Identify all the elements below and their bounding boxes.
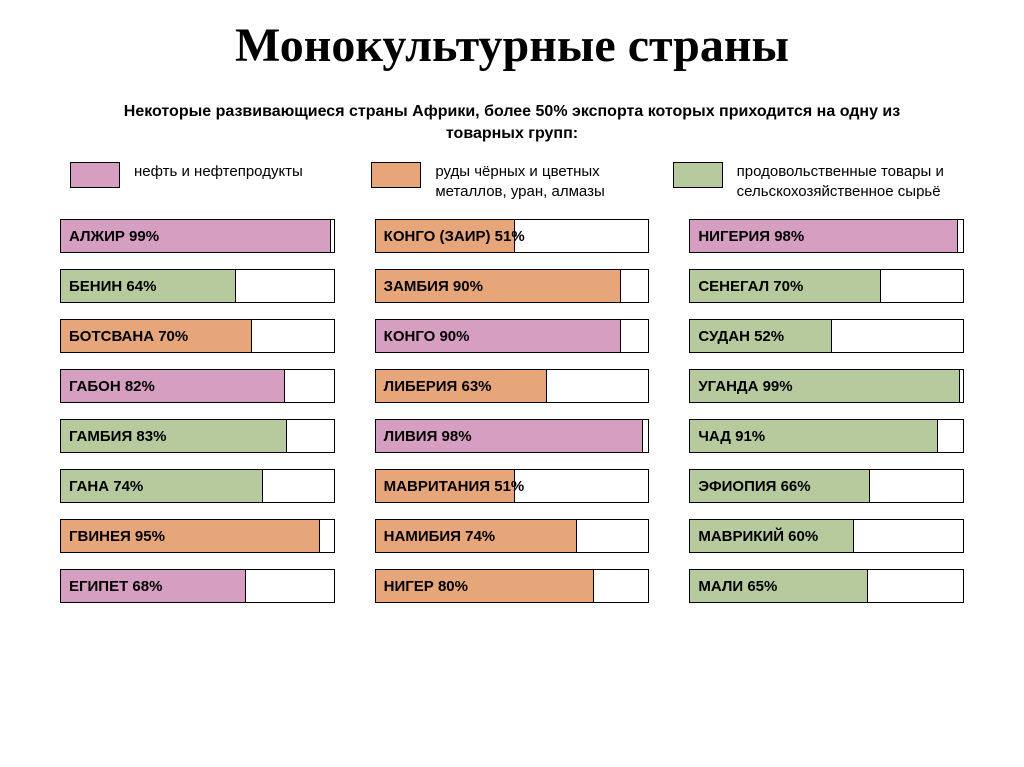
legend-item-metal: руды чёрных и цветных металлов, уран, ал… <box>371 162 652 201</box>
bar: ЛИВИЯ 98% <box>375 419 650 453</box>
legend-label-oil: нефть и нефтепродукты <box>134 162 303 182</box>
page: Монокультурные страны Некоторые развиваю… <box>0 0 1024 767</box>
column-2: НИГЕРИЯ 98% СЕНЕГАЛ 70% СУДАН 52% УГАНДА 99… <box>689 219 964 603</box>
bar-label: ЕГИПЕТ 68% <box>69 570 162 602</box>
bar: ГАНА 74% <box>60 469 335 503</box>
bar-label: КОНГО 90% <box>384 320 470 352</box>
bar: МАЛИ 65% <box>689 569 964 603</box>
bar-label: НИГЕР 80% <box>384 570 468 602</box>
bar-label: ГАНА 74% <box>69 470 143 502</box>
bar: ЧАД 91% <box>689 419 964 453</box>
column-0: АЛЖИР 99% БЕНИН 64% БОТСВАНА 70% ГАБОН 82% Г… <box>60 219 335 603</box>
bar: НИГЕР 80% <box>375 569 650 603</box>
subtitle: Некоторые развивающиеся страны Африки, б… <box>100 101 924 144</box>
bar: ЗАМБИЯ 90% <box>375 269 650 303</box>
column-1: КОНГО (ЗАИР) 51% ЗАМБИЯ 90% КОНГО 90% ЛИБЕР… <box>375 219 650 603</box>
legend-item-oil: нефть и нефтепродукты <box>70 162 351 201</box>
legend-swatch-food <box>673 162 723 188</box>
legend-swatch-metal <box>371 162 421 188</box>
bar: ЭФИОПИЯ 66% <box>689 469 964 503</box>
legend-item-food: продовольственные товары и сельскохозяйс… <box>673 162 954 201</box>
bar-label: МАВРИТАНИЯ 51% <box>384 470 525 502</box>
bar-label: ЛИБЕРИЯ 63% <box>384 370 492 402</box>
bar-label: СЕНЕГАЛ 70% <box>698 270 803 302</box>
bar: БЕНИН 64% <box>60 269 335 303</box>
bar: БОТСВАНА 70% <box>60 319 335 353</box>
bar-columns: АЛЖИР 99% БЕНИН 64% БОТСВАНА 70% ГАБОН 82% Г… <box>40 219 984 603</box>
bar-label: ЭФИОПИЯ 66% <box>698 470 810 502</box>
bar: ГАБОН 82% <box>60 369 335 403</box>
legend-swatch-oil <box>70 162 120 188</box>
legend-label-food: продовольственные товары и сельскохозяйс… <box>737 162 954 201</box>
bar: УГАНДА 99% <box>689 369 964 403</box>
bar: ЕГИПЕТ 68% <box>60 569 335 603</box>
bar-label: ГВИНЕЯ 95% <box>69 520 165 552</box>
bar-label: ГАМБИЯ 83% <box>69 420 166 452</box>
bar: ГАМБИЯ 83% <box>60 419 335 453</box>
bar-label: ГАБОН 82% <box>69 370 155 402</box>
bar-label: БОТСВАНА 70% <box>69 320 188 352</box>
bar: КОНГО 90% <box>375 319 650 353</box>
bar-label: НИГЕРИЯ 98% <box>698 220 804 252</box>
legend-label-metal: руды чёрных и цветных металлов, уран, ал… <box>435 162 652 201</box>
bar-label: КОНГО (ЗАИР) 51% <box>384 220 525 252</box>
bar: СЕНЕГАЛ 70% <box>689 269 964 303</box>
bar: КОНГО (ЗАИР) 51% <box>375 219 650 253</box>
bar-label: ЗАМБИЯ 90% <box>384 270 483 302</box>
bar: МАВРИТАНИЯ 51% <box>375 469 650 503</box>
bar-label: СУДАН 52% <box>698 320 784 352</box>
bar: НАМИБИЯ 74% <box>375 519 650 553</box>
bar-label: ЧАД 91% <box>698 420 765 452</box>
page-title: Монокультурные страны <box>40 18 984 73</box>
bar-label: АЛЖИР 99% <box>69 220 159 252</box>
bar-label: ЛИВИЯ 98% <box>384 420 472 452</box>
bar-label: НАМИБИЯ 74% <box>384 520 495 552</box>
bar-label: МАВРИКИЙ 60% <box>698 520 818 552</box>
bar: ЛИБЕРИЯ 63% <box>375 369 650 403</box>
bar-label: УГАНДА 99% <box>698 370 792 402</box>
bar: МАВРИКИЙ 60% <box>689 519 964 553</box>
bar: ГВИНЕЯ 95% <box>60 519 335 553</box>
bar-label: МАЛИ 65% <box>698 570 777 602</box>
bar-label: БЕНИН 64% <box>69 270 156 302</box>
bar: НИГЕРИЯ 98% <box>689 219 964 253</box>
bar: СУДАН 52% <box>689 319 964 353</box>
legend: нефть и нефтепродукты руды чёрных и цвет… <box>40 162 984 219</box>
bar: АЛЖИР 99% <box>60 219 335 253</box>
